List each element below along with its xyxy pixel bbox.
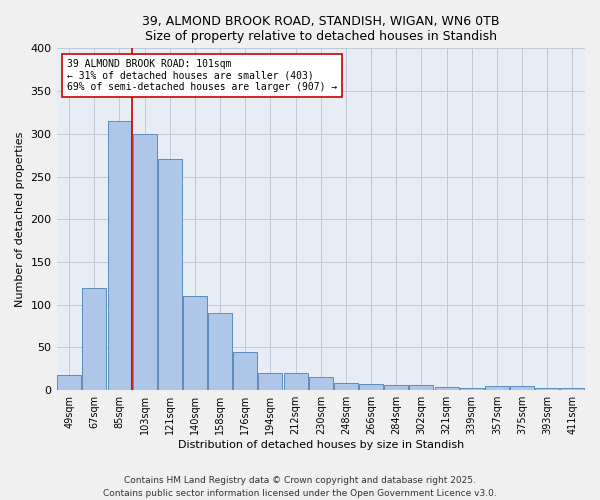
Bar (460, 388, 484, 390)
Bar (57, 375, 81, 390)
Bar (107, 121, 131, 390)
Bar (82, 288, 106, 390)
Bar (510, 386, 534, 390)
Bar (359, 384, 383, 390)
Bar (309, 378, 333, 390)
Bar (409, 385, 433, 390)
Y-axis label: Number of detached properties: Number of detached properties (15, 132, 25, 307)
Bar (133, 134, 157, 390)
Bar (385, 385, 408, 390)
X-axis label: Distribution of detached houses by size in Standish: Distribution of detached houses by size … (178, 440, 464, 450)
Bar (259, 373, 283, 390)
Bar (535, 388, 559, 390)
Bar (158, 160, 182, 390)
Bar (183, 296, 207, 390)
Bar (208, 314, 232, 390)
Bar (434, 387, 458, 390)
Text: Contains HM Land Registry data © Crown copyright and database right 2025.
Contai: Contains HM Land Registry data © Crown c… (103, 476, 497, 498)
Bar (334, 384, 358, 390)
Title: 39, ALMOND BROOK ROAD, STANDISH, WIGAN, WN6 0TB
Size of property relative to det: 39, ALMOND BROOK ROAD, STANDISH, WIGAN, … (142, 15, 500, 43)
Bar (233, 352, 257, 390)
Text: 39 ALMOND BROOK ROAD: 101sqm
← 31% of detached houses are smaller (403)
69% of s: 39 ALMOND BROOK ROAD: 101sqm ← 31% of de… (67, 58, 337, 92)
Bar (284, 373, 308, 390)
Bar (560, 388, 584, 390)
Bar (485, 386, 509, 390)
